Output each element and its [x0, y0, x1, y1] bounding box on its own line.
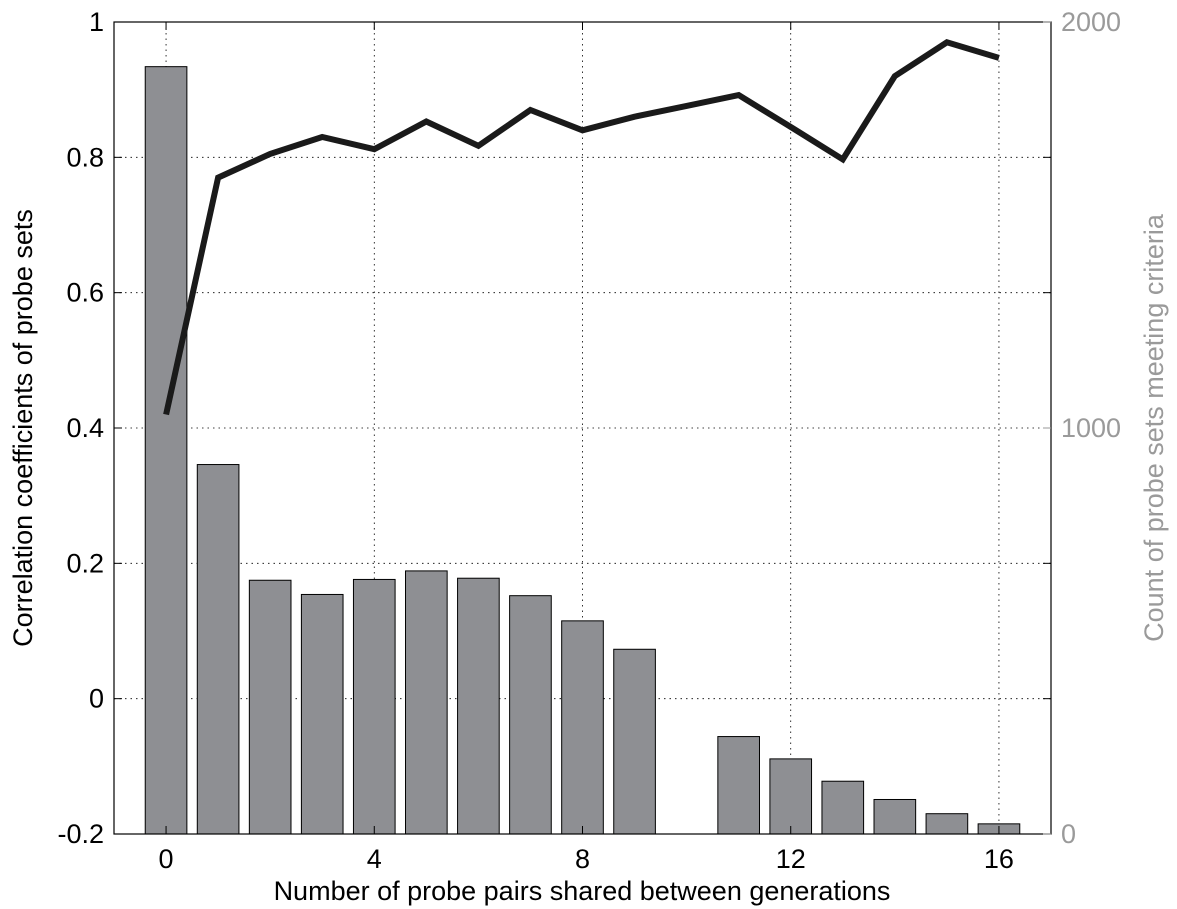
x-axis-label: Number of probe pairs shared between gen… [274, 876, 891, 906]
bar [613, 648, 656, 835]
bar [457, 577, 500, 835]
y-tick-label: 0.2 [66, 548, 104, 578]
line-series [163, 39, 1000, 416]
y-tick-label: 0.6 [66, 278, 104, 308]
bar [248, 579, 292, 835]
line-path [163, 39, 1000, 416]
y2-tick-label: 2000 [1061, 7, 1121, 37]
x-tick-label: 4 [367, 844, 382, 874]
bar [925, 813, 969, 835]
y-axis-label: Correlation coefficients of probe sets [8, 209, 38, 647]
bar [717, 736, 760, 835]
x-tick-label: 8 [575, 844, 590, 874]
bar [300, 593, 344, 835]
x-tick-label: 0 [159, 844, 174, 874]
bar [352, 578, 396, 835]
y-tick-label: 0.8 [66, 142, 104, 172]
bar [873, 798, 917, 835]
y-tick-label: 0 [89, 684, 104, 714]
bar [769, 758, 813, 835]
y2-tick-label: 1000 [1061, 413, 1121, 443]
y2-axis-label: Count of probe sets meeting criteria [1139, 213, 1169, 642]
y-tick-label: -0.2 [57, 819, 104, 849]
bars [144, 66, 1021, 835]
bar [561, 620, 604, 835]
x-tick-label: 12 [776, 844, 806, 874]
y-tick-label: 1 [89, 7, 104, 37]
bar [144, 66, 188, 835]
y2-tick-label: 0 [1061, 819, 1076, 849]
y-tick-label: 0.4 [66, 413, 104, 443]
bar [821, 780, 865, 835]
bar [509, 595, 552, 835]
bar [196, 464, 240, 835]
ticks: -0.2 0 0.2 0.4 0.6 0.8 1 0 1000 2000 0 4 8 12 16 [57, 7, 1121, 874]
x-tick-label: 16 [984, 844, 1014, 874]
bar [405, 570, 448, 835]
